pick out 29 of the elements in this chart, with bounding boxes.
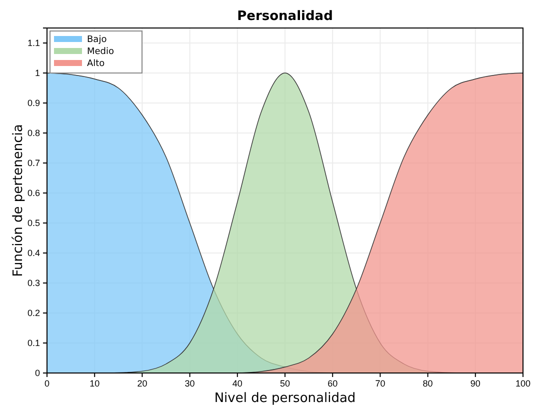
y-tick-label: 0.7 [27, 158, 40, 168]
x-tick-label: 0 [44, 378, 50, 388]
y-tick-label: 0.4 [27, 248, 40, 258]
x-tick-label: 20 [137, 378, 148, 388]
x-tick-label: 70 [375, 378, 386, 388]
chart-title: Personalidad [237, 9, 333, 24]
y-axis-title: Función de pertenencia [11, 124, 26, 277]
y-tick-label: 0.1 [27, 338, 40, 348]
legend-label: Bajo [87, 35, 108, 45]
x-tick-label: 100 [515, 378, 531, 388]
y-tick-label: 0.2 [27, 308, 40, 318]
y-tick-label: 0.9 [27, 98, 40, 108]
y-tick-label: 0.5 [27, 218, 40, 228]
y-tick-label: 0 [34, 368, 40, 378]
y-tick-label: 0.6 [27, 188, 40, 198]
y-tick-label: 0.8 [27, 128, 40, 138]
y-tick-label: 1.1 [27, 38, 40, 48]
x-axis-title: Nivel de personalidad [214, 391, 356, 405]
legend-label: Medio [87, 47, 115, 57]
legend-label: Alto [87, 59, 106, 69]
x-tick-label: 90 [470, 378, 480, 388]
x-tick-label: 50 [280, 378, 290, 388]
y-tick-label: 1 [34, 68, 40, 78]
x-tick-label: 10 [90, 378, 100, 388]
x-tick-label: 40 [232, 378, 242, 388]
y-tick-label: 0.3 [27, 278, 40, 288]
x-tick-label: 60 [328, 378, 338, 388]
x-tick-label: 80 [422, 378, 433, 388]
x-tick-label: 30 [184, 378, 195, 388]
